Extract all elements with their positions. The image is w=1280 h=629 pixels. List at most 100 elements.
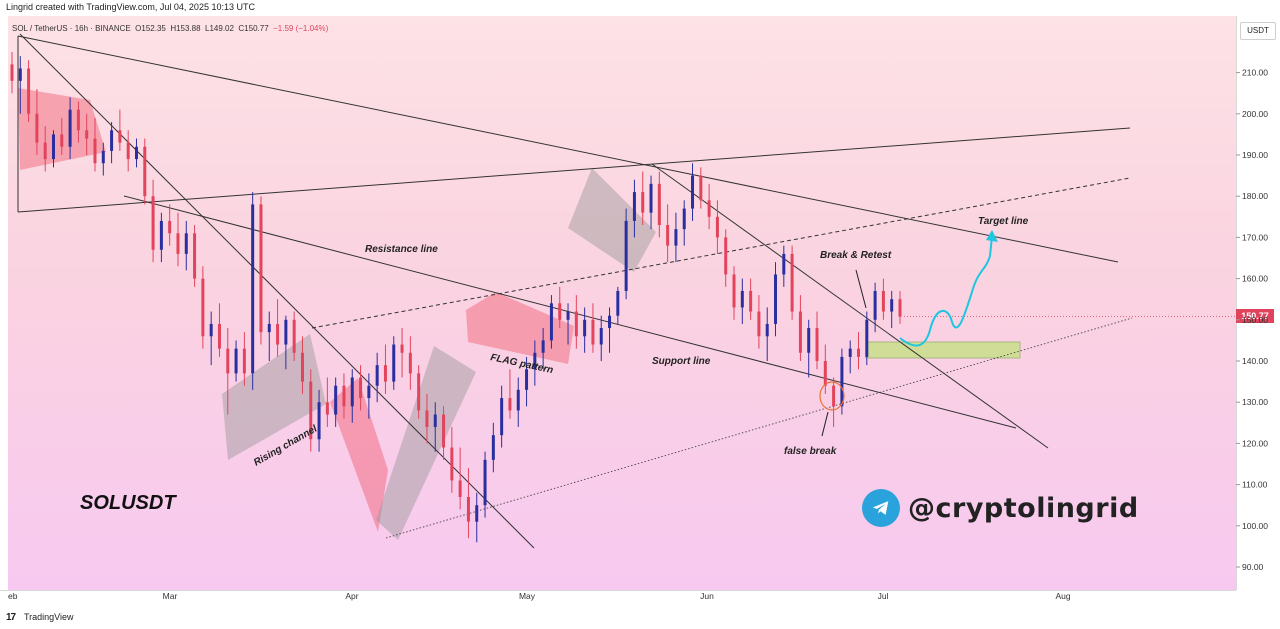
- candle-body: [724, 237, 728, 275]
- resistance-line-label: Resistance line: [365, 244, 438, 255]
- candle-body: [375, 365, 379, 386]
- break-retest-line: [651, 163, 1049, 449]
- candle-body: [632, 192, 636, 221]
- candle-body: [666, 225, 670, 246]
- telegram-icon: [862, 489, 900, 527]
- candle-body: [76, 109, 80, 131]
- candle-body: [159, 220, 163, 250]
- candle-body: [865, 319, 869, 357]
- support-line-label: Support line: [652, 356, 711, 367]
- candle-body: [583, 319, 587, 337]
- candle-body: [624, 220, 628, 291]
- candle-body: [533, 352, 537, 370]
- candle-body: [217, 323, 221, 349]
- descending-trendline: [19, 33, 535, 549]
- candle-body: [840, 356, 844, 407]
- y-tick-label: 150.00: [1242, 315, 1268, 325]
- chart-area[interactable]: [8, 16, 1236, 590]
- candle-body: [732, 274, 736, 308]
- candle-body: [508, 398, 512, 411]
- candle-body: [300, 352, 304, 382]
- footer-brand: TradingView: [24, 612, 74, 622]
- break-retest-arrow: [855, 269, 867, 309]
- dashed-target-line: [311, 177, 1131, 329]
- projected-path: [899, 235, 993, 347]
- x-axis-label: eb: [8, 591, 18, 601]
- candle-body: [500, 398, 504, 436]
- candle-body: [616, 290, 620, 316]
- candle-body: [608, 315, 612, 329]
- candle-body: [757, 311, 761, 337]
- candle-body: [110, 130, 114, 151]
- candle-body: [400, 344, 404, 353]
- footer: 17 TradingView: [0, 606, 1280, 629]
- ohlc-low: L149.02: [205, 24, 234, 33]
- candle-body: [774, 274, 778, 324]
- candle-body: [798, 311, 802, 353]
- candle-body: [284, 319, 288, 345]
- currency-tag[interactable]: USDT: [1240, 22, 1276, 40]
- candle-body: [591, 319, 595, 345]
- candle-body: [475, 505, 479, 522]
- candle-body: [118, 130, 122, 143]
- break-retest-label: Break & Retest: [820, 250, 892, 261]
- y-tick-label: 90.00: [1242, 562, 1264, 572]
- candle-body: [782, 253, 786, 275]
- ohlc-legend: SOL / TetherUS · 16h · BINANCE O152.35 H…: [12, 24, 328, 33]
- candle-body: [674, 229, 678, 246]
- candle-body: [60, 134, 64, 147]
- y-tick-label: 140.00: [1242, 356, 1268, 366]
- candle-body: [27, 68, 31, 114]
- candle-body: [566, 311, 570, 320]
- y-tick-label: 180.00: [1242, 191, 1268, 201]
- candle-body: [657, 183, 661, 226]
- x-axis-label: May: [519, 591, 536, 601]
- candle-body: [93, 138, 97, 164]
- y-tick-label: 190.00: [1242, 150, 1268, 160]
- candle-body: [350, 377, 354, 407]
- candle-body: [649, 183, 653, 213]
- ohlc-symbol: SOL / TetherUS · 16h · BINANCE: [12, 24, 131, 33]
- time-axis[interactable]: [0, 590, 1236, 607]
- candle-body: [574, 311, 578, 337]
- candle-body: [168, 220, 172, 234]
- x-axis-label: Jul: [878, 591, 889, 601]
- y-tick-label: 110.00: [1242, 480, 1268, 490]
- tradingview-logo-icon: 17: [6, 612, 16, 623]
- y-tick-label: 200.00: [1242, 109, 1268, 119]
- candle-body: [242, 348, 246, 374]
- candle-body: [134, 146, 138, 160]
- candle-body: [740, 290, 744, 308]
- price-axis[interactable]: [1236, 16, 1280, 590]
- resistance-line: [123, 195, 1017, 429]
- candle-body: [765, 323, 769, 337]
- candle-body: [442, 414, 446, 448]
- candle-body: [259, 204, 263, 333]
- x-axis-label: Mar: [163, 591, 178, 601]
- brand-handle: @cryptolingrid: [908, 492, 1139, 524]
- candle-body: [309, 381, 313, 440]
- candle-body: [342, 385, 346, 407]
- x-axis-label: Apr: [345, 591, 358, 601]
- candle-body: [10, 64, 14, 81]
- candle-body: [151, 196, 155, 250]
- candle-body: [184, 233, 188, 254]
- candle-body: [433, 414, 437, 427]
- y-tick-label: 170.00: [1242, 232, 1268, 242]
- candle-body: [35, 113, 39, 143]
- candle-body: [707, 200, 711, 217]
- candle-body: [51, 134, 55, 160]
- false-break-label: false break: [784, 446, 837, 457]
- candle-body: [458, 480, 462, 497]
- candle-body: [749, 290, 753, 312]
- x-axis-label: Aug: [1055, 591, 1070, 601]
- candle-body: [425, 410, 429, 427]
- candle-body: [383, 365, 387, 382]
- candle-body: [417, 373, 421, 411]
- candle-body: [890, 299, 894, 312]
- candle-body: [881, 290, 885, 312]
- upper-channel-line: [17, 127, 1131, 213]
- brand-watermark: @cryptolingrid: [862, 488, 1139, 528]
- candle-body: [367, 385, 371, 399]
